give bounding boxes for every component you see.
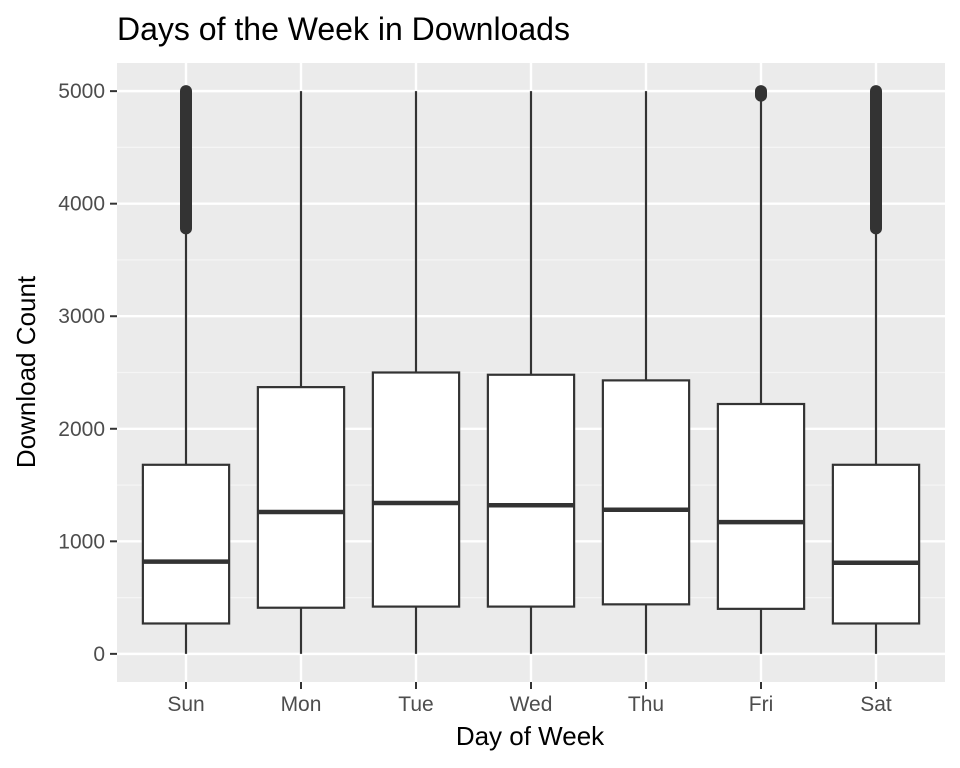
y-tick-label: 5000 (58, 80, 105, 103)
box-sun (141, 85, 231, 654)
x-tick-label: Fri (749, 693, 774, 716)
box-sat (831, 85, 921, 654)
chart-title: Days of the Week in Downloads (117, 11, 570, 47)
box-iqr (601, 379, 691, 606)
box-iqr (486, 373, 576, 608)
box-iqr (716, 402, 806, 610)
box-iqr (256, 386, 346, 609)
y-tick-label: 0 (93, 643, 105, 666)
x-tick-label: Tue (398, 693, 433, 716)
x-tick-label: Mon (281, 693, 322, 716)
box-iqr (371, 371, 461, 608)
y-tick-label: 4000 (58, 193, 105, 216)
x-tick-label: Wed (510, 693, 553, 716)
y-axis-title: Download Count (11, 275, 41, 468)
y-tick-label: 1000 (58, 530, 105, 553)
box-iqr (831, 463, 921, 625)
boxes (141, 85, 921, 654)
x-tick-label: Thu (628, 693, 664, 716)
x-axis-title: Day of Week (456, 721, 605, 751)
x-tick-label: Sat (860, 693, 892, 716)
x-axis: Sun Mon Tue Wed Thu Fri Sat (167, 682, 892, 716)
x-tick-label: Sun (167, 693, 204, 716)
box-iqr (141, 463, 231, 625)
y-tick-label: 3000 (58, 305, 105, 328)
box-wed (486, 91, 576, 654)
y-tick-label: 2000 (58, 418, 105, 441)
box-tue (371, 91, 461, 654)
y-axis: 0 1000 2000 3000 4000 5000 (58, 80, 117, 666)
box-fri (716, 85, 806, 654)
box-mon (256, 91, 346, 654)
box-thu (601, 91, 691, 654)
